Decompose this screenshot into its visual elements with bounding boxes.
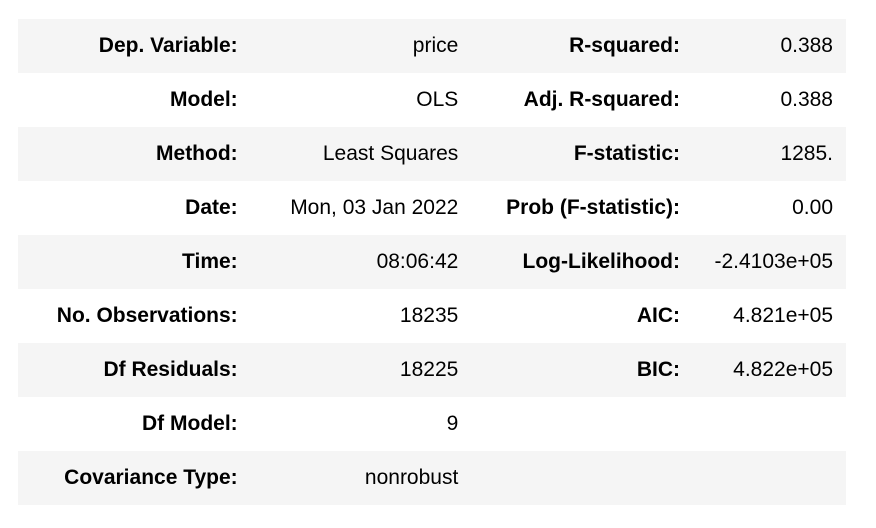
stat-value xyxy=(683,451,846,505)
stat-value: -2.4103e+05 xyxy=(714,250,833,273)
stat-label: BIC: xyxy=(636,358,680,381)
stat-value xyxy=(683,397,846,451)
stat-label: Df Model: xyxy=(142,412,238,435)
stat-label: F-statistic: xyxy=(573,142,680,165)
stat-value: 0.388 xyxy=(780,88,833,111)
stat-label: Method: xyxy=(156,142,238,165)
stat-label: Log-Likelihood: xyxy=(522,250,680,273)
stat-value: Mon, 03 Jan 2022 xyxy=(290,196,459,219)
stat-label: Df Residuals: xyxy=(103,358,238,381)
table-row: Method: Least Squares F-statistic: 1285. xyxy=(18,127,846,181)
regression-summary-table: Dep. Variable: price R-squared: 0.388 Mo… xyxy=(18,19,846,505)
table-row: No. Observations: 18235 AIC: 4.821e+05 xyxy=(18,289,846,343)
stat-label: Date: xyxy=(185,196,238,219)
stat-value: 9 xyxy=(446,412,459,435)
stat-label: Prob (F-statistic): xyxy=(506,196,680,219)
table-row: Df Model: 9 xyxy=(18,397,846,451)
stat-value: OLS xyxy=(416,88,459,111)
stat-value: 0.00 xyxy=(792,196,833,219)
stat-label: AIC: xyxy=(636,304,680,327)
stat-label: Adj. R-squared: xyxy=(523,88,680,111)
table-row: Date: Mon, 03 Jan 2022 Prob (F-statistic… xyxy=(18,181,846,235)
table-row: Model: OLS Adj. R-squared: 0.388 xyxy=(18,73,846,127)
stat-label: Time: xyxy=(182,250,238,273)
stat-label: R-squared: xyxy=(569,34,680,57)
stat-label: No. Observations: xyxy=(56,304,238,327)
stat-value: 18225 xyxy=(399,358,459,381)
stat-label xyxy=(459,451,683,505)
table-row: Dep. Variable: price R-squared: 0.388 xyxy=(18,19,846,73)
stat-label: Model: xyxy=(170,88,238,111)
stat-value: price xyxy=(412,34,459,57)
stat-value: Least Squares xyxy=(322,142,459,165)
stat-value: 08:06:42 xyxy=(376,250,459,273)
stat-value: nonrobust xyxy=(364,466,459,489)
stat-label: Covariance Type: xyxy=(64,466,238,489)
stat-value: 0.388 xyxy=(780,34,833,57)
stat-value: 4.821e+05 xyxy=(733,304,833,327)
stat-value: 4.822e+05 xyxy=(733,358,833,381)
table-row: Df Residuals: 18225 BIC: 4.822e+05 xyxy=(18,343,846,397)
table-row: Time: 08:06:42 Log-Likelihood: -2.4103e+… xyxy=(18,235,846,289)
stat-value: 1285. xyxy=(780,142,833,165)
table-row: Covariance Type: nonrobust xyxy=(18,451,846,505)
stat-label: Dep. Variable: xyxy=(98,34,238,57)
stat-value: 18235 xyxy=(399,304,459,327)
stat-label xyxy=(459,397,683,451)
